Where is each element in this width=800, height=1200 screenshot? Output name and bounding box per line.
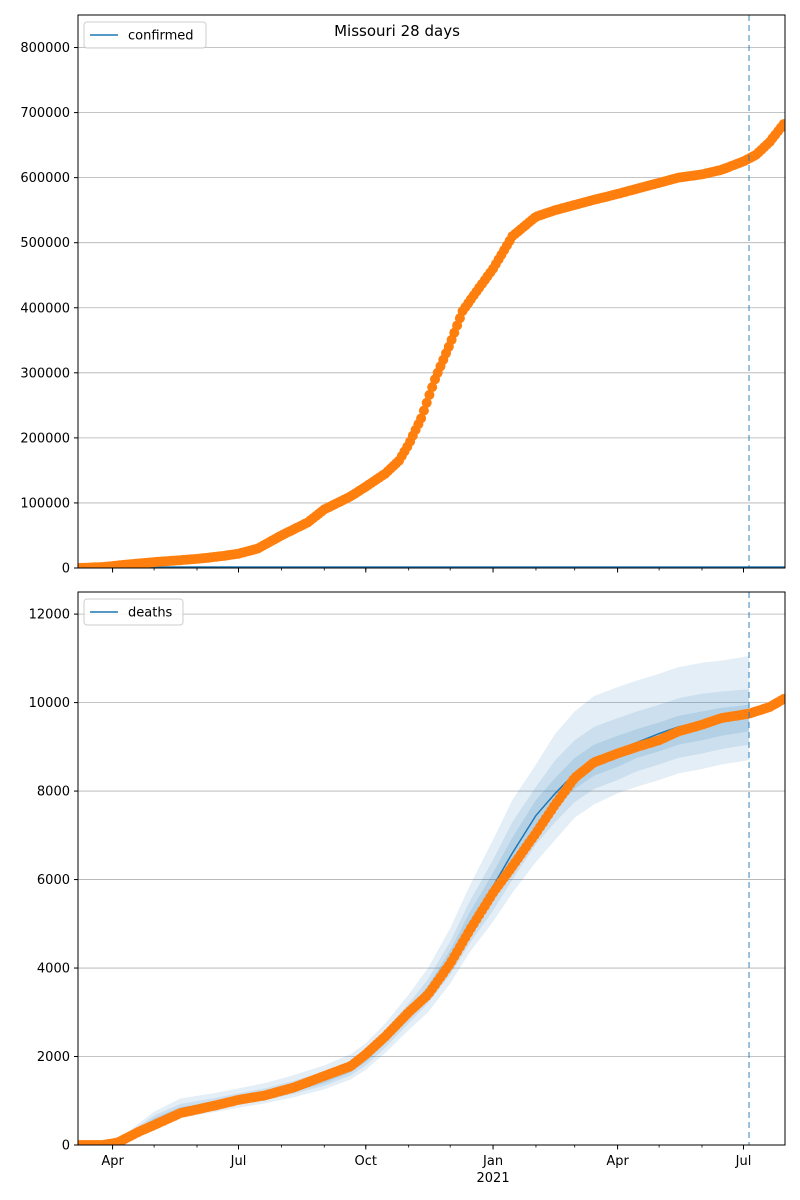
- plot-area: [78, 592, 785, 1145]
- legend-label: deaths: [128, 606, 173, 621]
- y-tick-label: 6000: [37, 873, 70, 888]
- legend: deaths: [83, 598, 184, 626]
- observed-point: [416, 413, 427, 424]
- observed-point: [424, 389, 435, 400]
- observed-point: [778, 694, 785, 704]
- x-tick-label: Oct: [355, 1154, 377, 1169]
- x-tick-label: Apr: [606, 1154, 629, 1169]
- legend-label: confirmed: [128, 29, 194, 44]
- legend-box: [83, 21, 207, 49]
- y-tick-label: 4000: [37, 962, 70, 977]
- y-tick-label: 12000: [29, 608, 70, 623]
- y-tick-label: 100000: [20, 496, 70, 511]
- observed-point: [418, 405, 429, 416]
- x-tick-label: Apr: [101, 1154, 124, 1169]
- y-tick-label: 2000: [37, 1050, 70, 1065]
- y-tick-label: 400000: [20, 301, 70, 316]
- legend: confirmed: [83, 21, 207, 49]
- x-year-label: 2021: [477, 1171, 510, 1186]
- observed-point: [421, 397, 432, 408]
- x-tick-label: Jul: [735, 1154, 752, 1169]
- panel-deaths: 0 2000 4000 6000 8000 10000 12000 Apr Jul Oct Jan A…: [29, 591, 786, 1186]
- y-tick-label: 200000: [20, 431, 70, 446]
- confidence-band: [125, 656, 749, 1141]
- y-tick-label: 300000: [20, 366, 70, 381]
- plot-area: [78, 15, 785, 568]
- confidence-band: [125, 689, 749, 1140]
- y-tick-label: 0: [62, 562, 70, 577]
- axes-frame: [77, 591, 786, 1146]
- y-tick-label: 10000: [29, 696, 70, 711]
- observed-point: [778, 119, 785, 130]
- y-tick-label: 700000: [20, 106, 70, 121]
- panel-confirmed: 0 100000 200000 300000 400000 500000 600000 700…: [20, 14, 786, 577]
- figure-title: Missouri 28 days: [334, 22, 460, 40]
- legend-box: [83, 598, 184, 626]
- y-tick-label: 8000: [37, 785, 70, 800]
- y-tick-label: 500000: [20, 236, 70, 251]
- axes-frame: [77, 14, 786, 569]
- x-tick-label: Jan: [482, 1154, 503, 1169]
- y-tick-label: 0: [62, 1139, 70, 1154]
- x-tick-label: Jul: [230, 1154, 247, 1169]
- y-tick-label: 800000: [20, 41, 70, 56]
- y-tick-label: 600000: [20, 171, 70, 186]
- observed-point: [427, 382, 438, 393]
